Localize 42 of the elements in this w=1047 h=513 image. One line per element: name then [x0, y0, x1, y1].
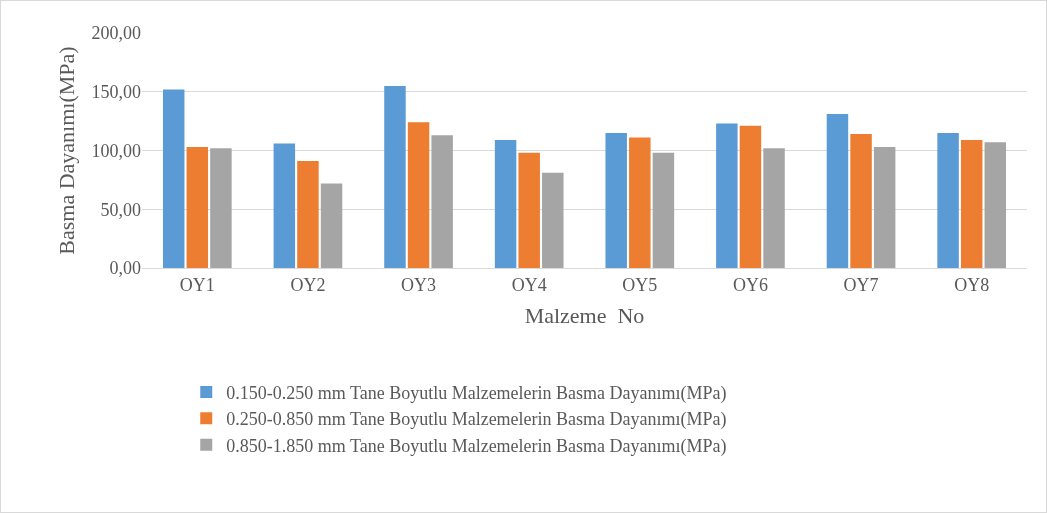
bar [984, 142, 1007, 268]
bar [431, 135, 453, 268]
bar [652, 152, 675, 268]
bar [297, 161, 319, 268]
bar [320, 183, 343, 268]
x-tick-label: OY2 [290, 274, 326, 295]
legend-label: 0.850-1.850 mm Tane Boyutlu Malzemelerin Basma Dayanımı(MPa) [226, 435, 727, 457]
y-tick-label: 150,00 [91, 82, 141, 103]
bar [716, 123, 738, 268]
x-tick-label: OY5 [622, 274, 658, 295]
bar [210, 148, 232, 268]
bar [186, 146, 209, 268]
x-tick-label: OY7 [843, 274, 879, 295]
bar [384, 85, 406, 268]
y-tick-label: 0,00 [109, 258, 141, 279]
bar [542, 172, 564, 268]
x-tick-label: OY3 [401, 274, 437, 295]
bar [763, 148, 785, 268]
bar [518, 152, 540, 268]
bar [739, 125, 762, 268]
bar [605, 132, 627, 268]
y-tick-label: 100,00 [91, 140, 141, 161]
bar [850, 134, 872, 268]
x-tick-label: OY8 [954, 274, 990, 295]
x-axis-title: Malzeme No [524, 303, 645, 329]
bar [407, 122, 430, 268]
x-tick-label: OY4 [511, 274, 547, 295]
y-tick-label: 200,00 [91, 23, 141, 44]
y-tick-label: 50,00 [100, 199, 141, 220]
bar [273, 143, 296, 268]
x-tick-label: OY6 [732, 274, 768, 295]
legend-label: 0.250-0.850 mm Tane Boyutlu Malzemelerin Basma Dayanımı(MPa) [226, 409, 727, 431]
bar [873, 146, 896, 268]
bar [960, 139, 983, 268]
bar [937, 132, 959, 268]
bar [629, 137, 651, 268]
bar [494, 139, 517, 268]
bar [826, 114, 849, 268]
x-tick-label: OY1 [179, 274, 215, 295]
bar [162, 89, 185, 268]
legend-label: 0.150-0.250 mm Tane Boyutlu Malzemelerin Basma Dayanımı(MPa) [226, 382, 727, 404]
y-axis-title: Basma Dayanımı(MPa) [54, 46, 80, 255]
